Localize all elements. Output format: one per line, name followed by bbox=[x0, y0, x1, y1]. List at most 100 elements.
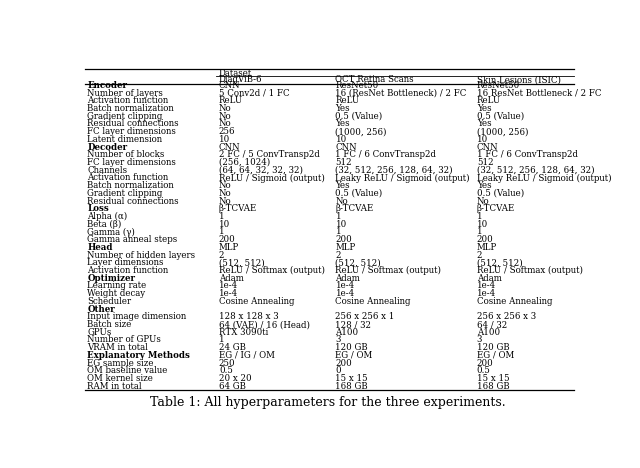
Text: Residual connections: Residual connections bbox=[88, 119, 179, 128]
Text: Decoder: Decoder bbox=[88, 143, 127, 152]
Text: 2: 2 bbox=[219, 250, 225, 260]
Text: Layer dimensions: Layer dimensions bbox=[88, 258, 164, 267]
Text: 1: 1 bbox=[477, 227, 483, 236]
Text: Weight decay: Weight decay bbox=[88, 289, 145, 298]
Text: Adam: Adam bbox=[477, 274, 502, 283]
Text: 10: 10 bbox=[335, 220, 347, 229]
Text: Leaky ReLU / Sigmoid (output): Leaky ReLU / Sigmoid (output) bbox=[477, 173, 611, 183]
Text: Yes: Yes bbox=[477, 181, 492, 190]
Text: GPUs: GPUs bbox=[88, 328, 112, 337]
Text: MLP: MLP bbox=[477, 243, 497, 252]
Text: Yes: Yes bbox=[477, 104, 492, 113]
Text: 3: 3 bbox=[335, 336, 341, 344]
Text: Number of blocks: Number of blocks bbox=[88, 150, 165, 159]
Text: Number of GPUs: Number of GPUs bbox=[88, 336, 161, 344]
Text: 200: 200 bbox=[335, 235, 352, 244]
Text: CNN: CNN bbox=[477, 143, 499, 152]
Text: 250: 250 bbox=[219, 358, 236, 368]
Text: Channels: Channels bbox=[88, 166, 127, 175]
Text: 512: 512 bbox=[335, 158, 352, 167]
Text: 0.5 (Value): 0.5 (Value) bbox=[477, 189, 524, 198]
Text: Skin Lesions (ISIC): Skin Lesions (ISIC) bbox=[477, 75, 561, 84]
Text: 1e-4: 1e-4 bbox=[477, 281, 496, 291]
Text: 128 x 128 x 3: 128 x 128 x 3 bbox=[219, 312, 278, 322]
Text: (512, 512): (512, 512) bbox=[219, 258, 264, 267]
Text: β-TCVAE: β-TCVAE bbox=[335, 205, 374, 213]
Text: MLP: MLP bbox=[335, 243, 356, 252]
Text: (32, 512, 256, 128, 64, 32): (32, 512, 256, 128, 64, 32) bbox=[477, 166, 595, 175]
Text: 1e-4: 1e-4 bbox=[219, 289, 238, 298]
Text: ReLU / Softmax (output): ReLU / Softmax (output) bbox=[335, 266, 442, 275]
Text: 10: 10 bbox=[219, 220, 230, 229]
Text: Yes: Yes bbox=[335, 181, 350, 190]
Text: CNN: CNN bbox=[219, 81, 241, 90]
Text: Batch normalization: Batch normalization bbox=[88, 104, 174, 113]
Text: 168 GB: 168 GB bbox=[335, 382, 368, 391]
Text: Cosine Annealing: Cosine Annealing bbox=[477, 297, 552, 306]
Text: 64 (VAE) / 16 (Head): 64 (VAE) / 16 (Head) bbox=[219, 320, 310, 329]
Text: VRAM in total: VRAM in total bbox=[88, 343, 148, 352]
Text: β-TCVAE: β-TCVAE bbox=[219, 205, 257, 213]
Text: (256, 1024): (256, 1024) bbox=[219, 158, 270, 167]
Text: 5 Conv2d / 1 FC: 5 Conv2d / 1 FC bbox=[219, 88, 289, 97]
Text: Latent dimension: Latent dimension bbox=[88, 135, 163, 144]
Text: 1: 1 bbox=[335, 227, 341, 236]
Text: 0: 0 bbox=[335, 366, 341, 375]
Text: 1 FC / 6 ConvTransp2d: 1 FC / 6 ConvTransp2d bbox=[335, 150, 436, 159]
Text: DiagViB-6: DiagViB-6 bbox=[219, 75, 262, 84]
Text: OM baseline value: OM baseline value bbox=[88, 366, 168, 375]
Text: MLP: MLP bbox=[219, 243, 239, 252]
Text: No: No bbox=[219, 104, 232, 113]
Text: (1000, 256): (1000, 256) bbox=[477, 127, 528, 136]
Text: Leaky ReLU / Sigmoid (output): Leaky ReLU / Sigmoid (output) bbox=[335, 173, 470, 183]
Text: Explanatory Methods: Explanatory Methods bbox=[88, 351, 190, 360]
Text: 1: 1 bbox=[219, 227, 225, 236]
Text: 10: 10 bbox=[335, 135, 347, 144]
Text: A100: A100 bbox=[477, 328, 500, 337]
Text: 16 ResNet Bottleneck / 2 FC: 16 ResNet Bottleneck / 2 FC bbox=[477, 88, 602, 97]
Text: 0.5 (Value): 0.5 (Value) bbox=[335, 189, 383, 198]
Text: RAM in total: RAM in total bbox=[88, 382, 142, 391]
Text: A100: A100 bbox=[335, 328, 358, 337]
Text: 0.5: 0.5 bbox=[219, 366, 233, 375]
Text: Optimizer: Optimizer bbox=[88, 274, 136, 283]
Text: EG / OM: EG / OM bbox=[335, 351, 372, 360]
Text: Cosine Annealing: Cosine Annealing bbox=[219, 297, 294, 306]
Text: Gamma anneal steps: Gamma anneal steps bbox=[88, 235, 178, 244]
Text: 1: 1 bbox=[335, 212, 341, 221]
Text: 15 x 15: 15 x 15 bbox=[335, 374, 368, 383]
Text: Yes: Yes bbox=[477, 119, 492, 128]
Text: No: No bbox=[477, 197, 490, 205]
Text: 200: 200 bbox=[477, 358, 493, 368]
Text: (1000, 256): (1000, 256) bbox=[335, 127, 387, 136]
Text: No: No bbox=[219, 197, 232, 205]
Text: 64 / 32: 64 / 32 bbox=[477, 320, 507, 329]
Text: Gamma (γ): Gamma (γ) bbox=[88, 227, 135, 236]
Text: 1e-4: 1e-4 bbox=[335, 289, 355, 298]
Text: Dataset: Dataset bbox=[219, 68, 252, 78]
Text: CNN: CNN bbox=[335, 143, 357, 152]
Text: ReLU / Sigmoid (output): ReLU / Sigmoid (output) bbox=[219, 173, 324, 183]
Text: (64, 64, 32, 32, 32): (64, 64, 32, 32, 32) bbox=[219, 166, 303, 175]
Text: OCT Retina Scans: OCT Retina Scans bbox=[335, 75, 414, 84]
Text: 128 / 32: 128 / 32 bbox=[335, 320, 371, 329]
Text: Number of hidden layers: Number of hidden layers bbox=[88, 250, 196, 260]
Text: 0.5 (Value): 0.5 (Value) bbox=[477, 112, 524, 121]
Text: Alpha (α): Alpha (α) bbox=[88, 212, 128, 221]
Text: Beta (β): Beta (β) bbox=[88, 219, 122, 229]
Text: Cosine Annealing: Cosine Annealing bbox=[335, 297, 411, 306]
Text: 200: 200 bbox=[335, 358, 352, 368]
Text: Adam: Adam bbox=[335, 274, 360, 283]
Text: Scheduler: Scheduler bbox=[88, 297, 132, 306]
Text: 3: 3 bbox=[477, 336, 482, 344]
Text: ResNet50: ResNet50 bbox=[477, 81, 520, 90]
Text: 0.5: 0.5 bbox=[477, 366, 491, 375]
Text: 256 x 256 x 1: 256 x 256 x 1 bbox=[335, 312, 395, 322]
Text: 200: 200 bbox=[477, 235, 493, 244]
Text: 200: 200 bbox=[219, 235, 236, 244]
Text: ReLU: ReLU bbox=[219, 96, 243, 105]
Text: Loss: Loss bbox=[88, 205, 109, 213]
Text: FC layer dimensions: FC layer dimensions bbox=[88, 127, 176, 136]
Text: 1e-4: 1e-4 bbox=[219, 281, 238, 291]
Text: Residual connections: Residual connections bbox=[88, 197, 179, 205]
